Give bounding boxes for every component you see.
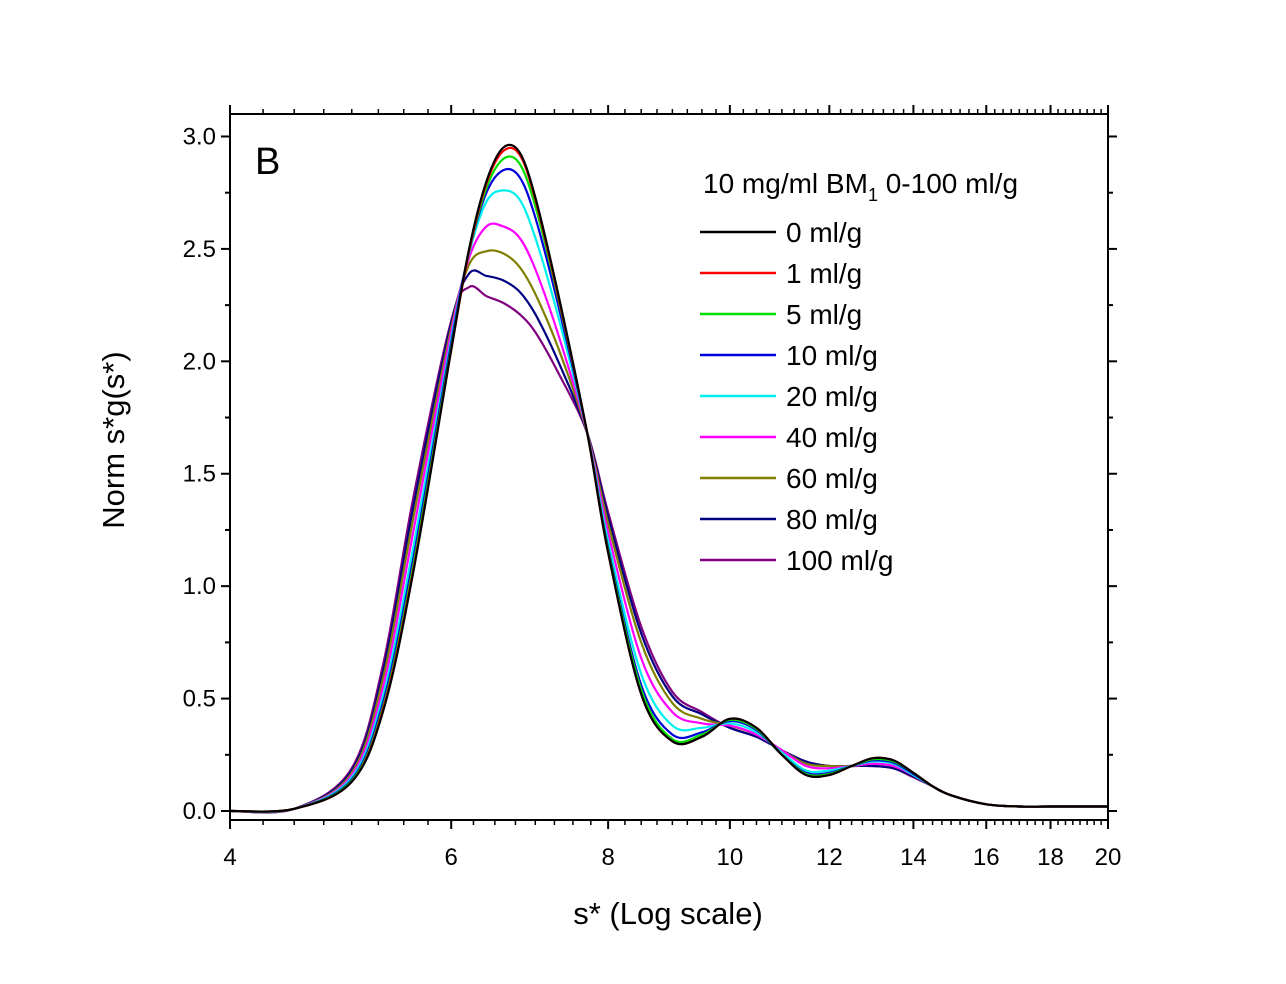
x-axis-title: s* (Log scale): [573, 896, 763, 931]
series-line: [229, 167, 1108, 813]
axis-ticks: [221, 105, 1117, 829]
x-tick-label: 16: [973, 844, 1000, 871]
series-line: [229, 155, 1108, 813]
y-tick-label: 0.5: [183, 686, 216, 713]
legend-items: 0 ml/g 1 ml/g 5 ml/g 10 ml/g 20 ml/g 40 ml/g 6…: [700, 217, 893, 576]
legend-label: 1 ml/g: [786, 258, 862, 289]
legend-label: 0 ml/g: [786, 217, 862, 248]
legend-label: 80 ml/g: [786, 504, 878, 535]
y-tick-label: 3.0: [183, 123, 216, 150]
panel-label: B: [255, 141, 280, 183]
series-line: [229, 285, 1108, 814]
y-tick-label: 1.0: [183, 573, 216, 600]
series-line: [229, 146, 1108, 813]
x-tick-label: 20: [1095, 844, 1122, 871]
x-tick-label: 10: [717, 844, 744, 871]
y-tick-label: 0.0: [183, 798, 216, 825]
x-tick-label: 12: [816, 844, 843, 871]
y-axis-title: Norm s*g(s*): [96, 351, 131, 528]
series-line: [229, 189, 1108, 813]
series-lines: [229, 143, 1108, 814]
legend-label: 20 ml/g: [786, 381, 878, 412]
plot-frame: [229, 113, 1109, 821]
x-tick-label: 18: [1037, 844, 1064, 871]
legend-label: 40 ml/g: [786, 422, 878, 453]
y-tick-label: 2.0: [183, 348, 216, 375]
legend-label: 60 ml/g: [786, 463, 878, 494]
series-line: [229, 249, 1108, 814]
legend-label: 5 ml/g: [786, 299, 862, 330]
legend-label: 10 ml/g: [786, 340, 878, 371]
legend-label: 100 ml/g: [786, 545, 893, 576]
legend-title: 10 mg/ml BM1 0-100 ml/g: [703, 168, 1018, 205]
tick-labels: 0.0 0.5 1.0 1.5 2.0 2.5 3.0 4 6 8 10 12 14 16 18 20: [183, 123, 1122, 871]
y-tick-label: 1.5: [183, 461, 216, 488]
x-tick-label: 8: [601, 844, 614, 871]
y-tick-label: 2.5: [183, 236, 216, 263]
x-tick-label: 6: [445, 844, 458, 871]
x-tick-label: 14: [900, 844, 927, 871]
x-tick-label: 4: [223, 844, 236, 871]
legend: 10 mg/ml BM1 0-100 ml/g 0 ml/g 1 ml/g 5 ml…: [700, 168, 1018, 576]
series-line: [229, 143, 1108, 813]
